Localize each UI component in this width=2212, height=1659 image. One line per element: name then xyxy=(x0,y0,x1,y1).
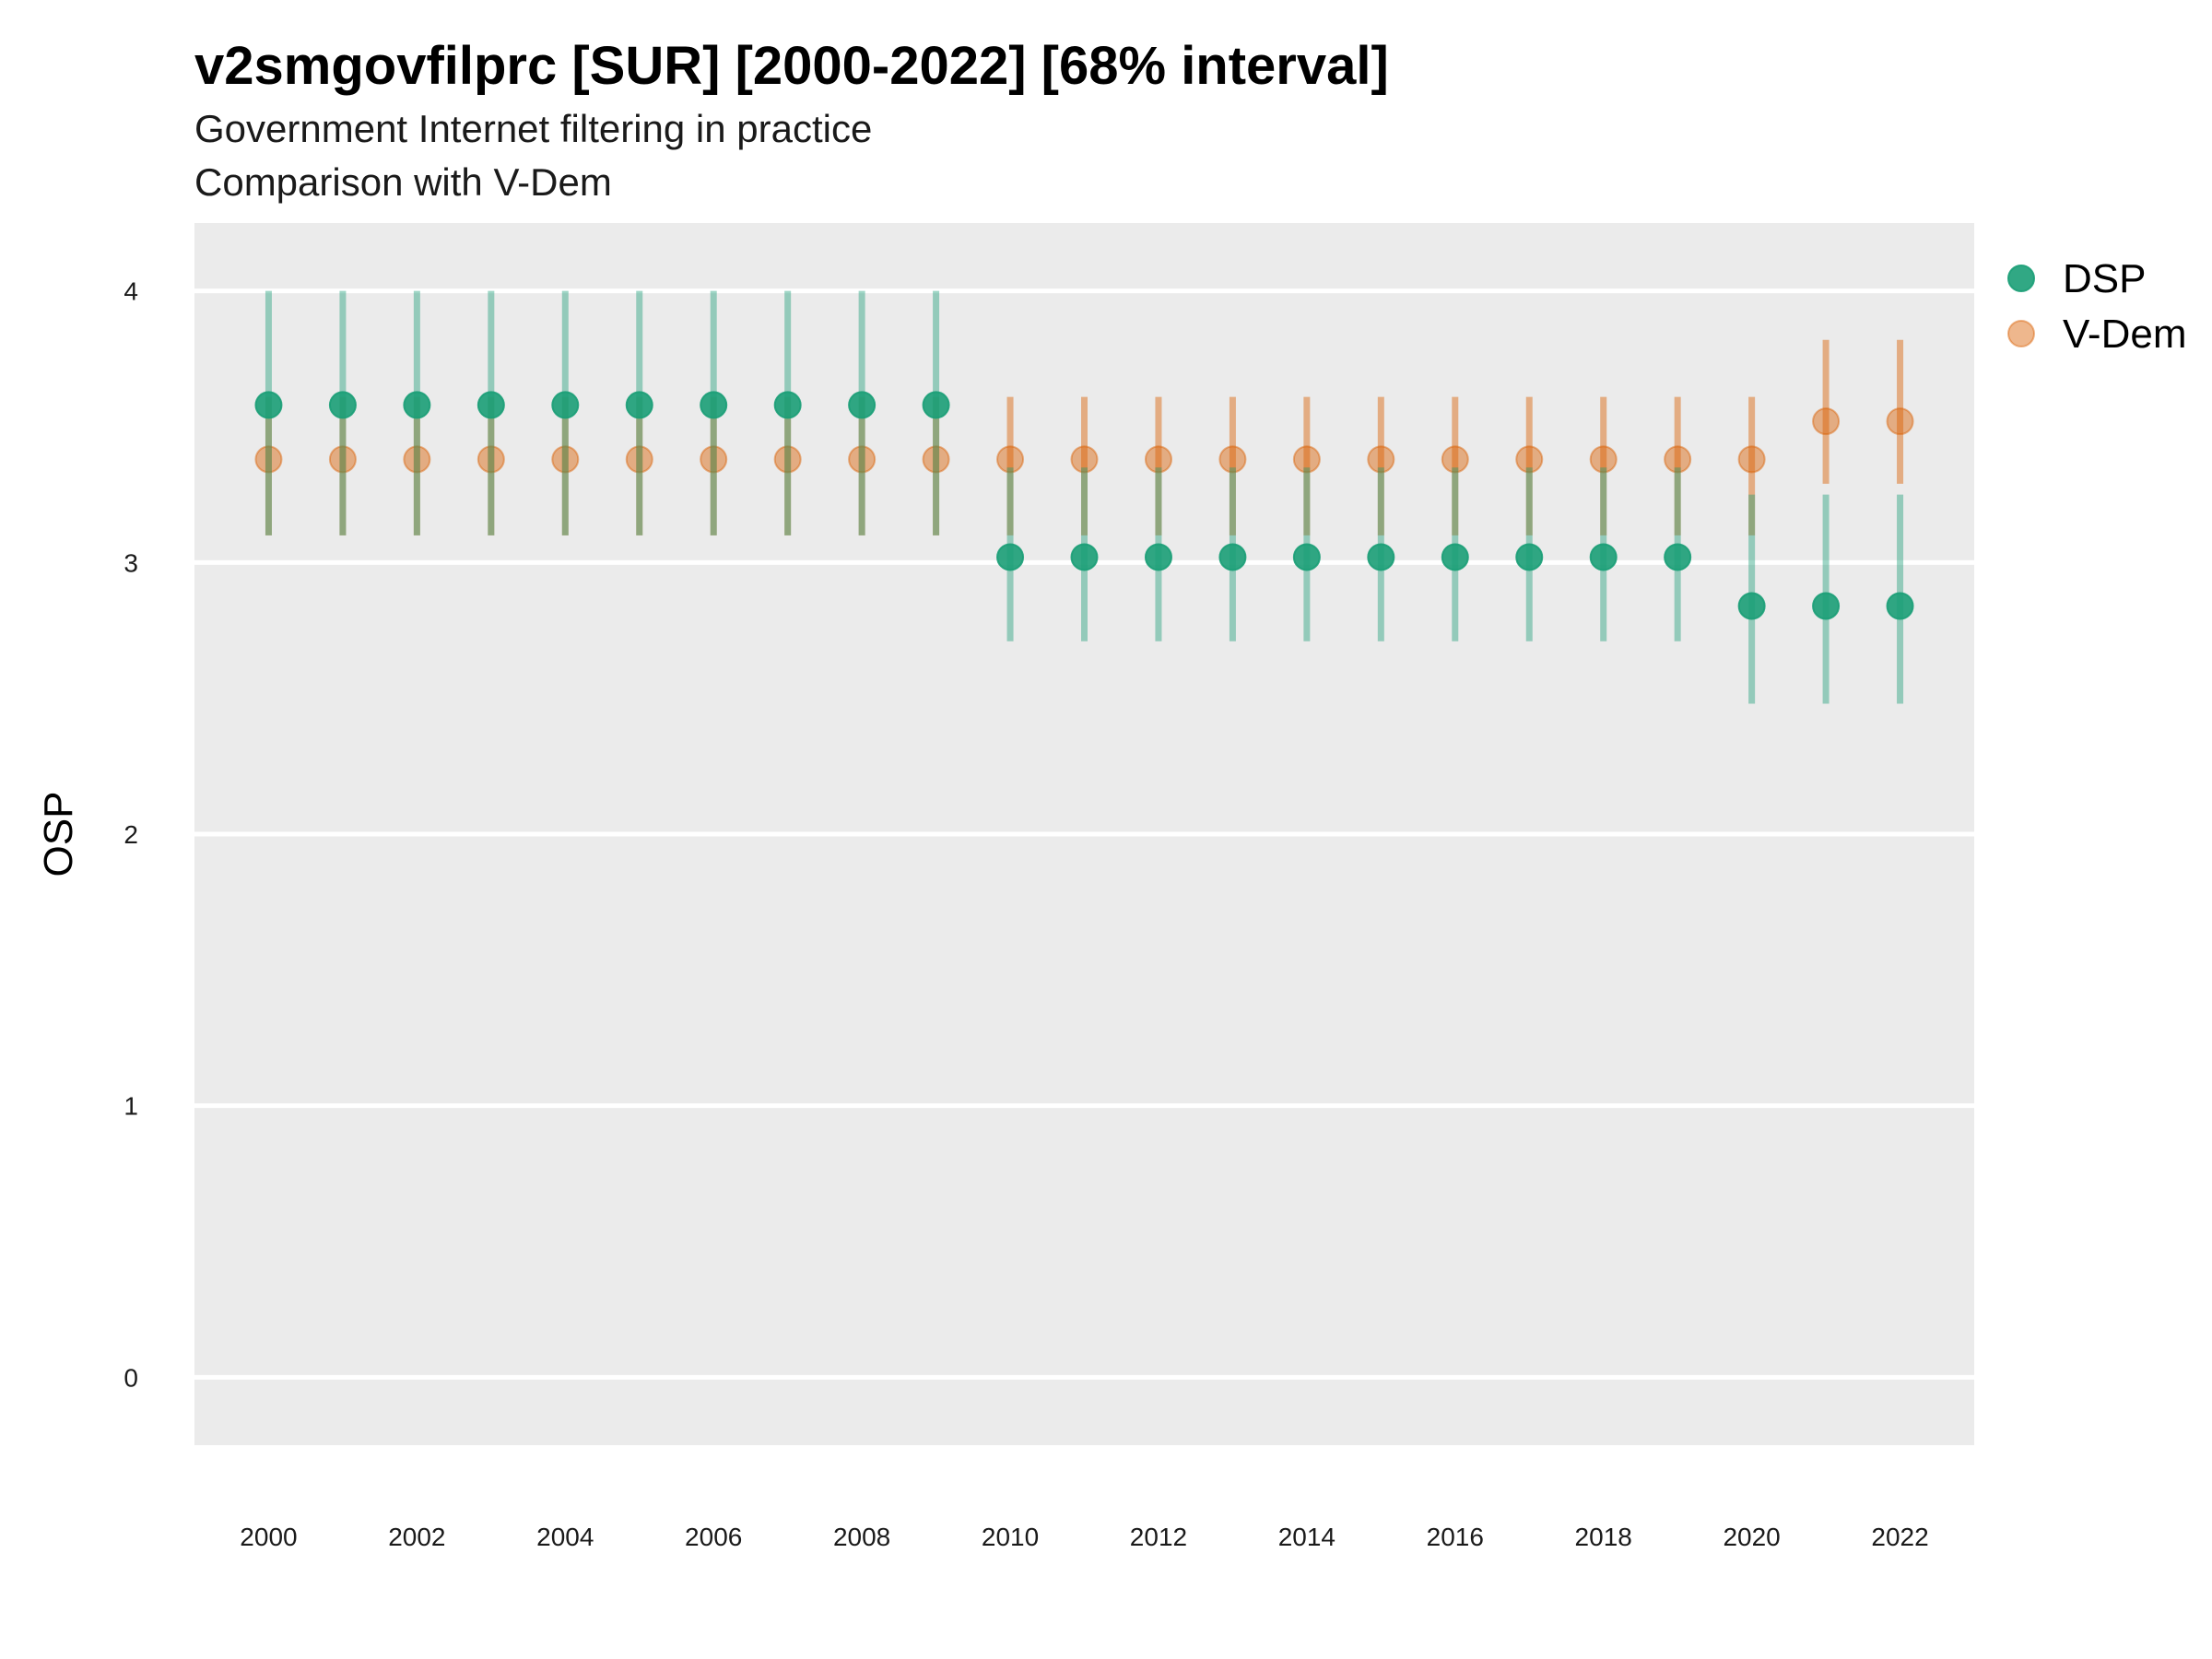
x-tick-label: 2012 xyxy=(1130,1523,1187,1551)
series-dsp xyxy=(254,290,1914,704)
data-point xyxy=(1589,543,1618,571)
data-point xyxy=(625,391,653,419)
y-tick-label: 0 xyxy=(124,1363,138,1392)
data-point xyxy=(996,445,1025,474)
data-point xyxy=(1292,543,1321,571)
data-point xyxy=(1812,407,1841,436)
data-point xyxy=(1367,445,1395,474)
x-tick-label: 2000 xyxy=(240,1523,297,1551)
data-point xyxy=(1515,445,1544,474)
legend-swatch xyxy=(2007,265,2035,292)
data-point xyxy=(1218,543,1247,571)
data-point xyxy=(1664,543,1692,571)
chart-caption: Comparison with V-Dem xyxy=(194,160,612,204)
data-point xyxy=(773,445,802,474)
data-point xyxy=(1441,445,1469,474)
legend: DSP V-Dem xyxy=(2007,256,2186,357)
data-point xyxy=(403,391,431,419)
legend-label: V-Dem xyxy=(2063,312,2186,357)
data-point xyxy=(1812,592,1841,620)
data-point xyxy=(922,445,950,474)
data-point xyxy=(551,391,580,419)
y-tick-label: 1 xyxy=(124,1092,138,1121)
data-point xyxy=(551,445,580,474)
data-point xyxy=(625,445,653,474)
data-point xyxy=(1886,407,1914,436)
data-point xyxy=(700,445,728,474)
data-point xyxy=(1589,445,1618,474)
y-tick-labels: 0 1 2 3 4 xyxy=(124,277,138,1393)
y-tick-label: 3 xyxy=(124,548,138,577)
data-point xyxy=(403,445,431,474)
x-tick-label: 2022 xyxy=(1871,1523,1928,1551)
data-point xyxy=(1292,445,1321,474)
data-point xyxy=(922,391,950,419)
data-point xyxy=(1886,592,1914,620)
y-tick-label: 4 xyxy=(124,277,138,306)
x-tick-label: 2018 xyxy=(1575,1523,1632,1551)
data-point xyxy=(1664,445,1692,474)
data-point xyxy=(328,445,357,474)
data-point xyxy=(1515,543,1544,571)
series-v-dem xyxy=(254,339,1914,535)
legend-label: DSP xyxy=(2063,256,2146,301)
data-point xyxy=(1367,543,1395,571)
data-point xyxy=(1218,445,1247,474)
series-layer xyxy=(254,290,1914,704)
data-point xyxy=(1737,592,1766,620)
x-tick-label: 2016 xyxy=(1427,1523,1484,1551)
data-point xyxy=(1070,445,1099,474)
data-point xyxy=(848,391,877,419)
chart-title: v2smgovfilprc [SUR] [2000-2022] [68% int… xyxy=(194,36,1389,96)
data-point xyxy=(996,543,1025,571)
x-tick-label: 2014 xyxy=(1278,1523,1335,1551)
data-point xyxy=(1144,543,1172,571)
legend-swatch xyxy=(2007,320,2035,347)
data-point xyxy=(328,391,357,419)
x-tick-label: 2010 xyxy=(982,1523,1039,1551)
data-point xyxy=(1144,445,1172,474)
x-tick-label: 2020 xyxy=(1723,1523,1780,1551)
x-tick-label: 2008 xyxy=(833,1523,890,1551)
data-point xyxy=(773,391,802,419)
data-point xyxy=(700,391,728,419)
data-point xyxy=(254,445,283,474)
data-point xyxy=(848,445,877,474)
data-point xyxy=(254,391,283,419)
y-axis-label: OSP xyxy=(36,792,81,877)
data-point xyxy=(1070,543,1099,571)
x-tick-labels: 2000 2002 2004 2006 2008 2010 2012 2014 2016 2018… xyxy=(240,1523,1928,1551)
data-point xyxy=(477,391,505,419)
x-tick-label: 2006 xyxy=(685,1523,742,1551)
data-point xyxy=(1737,445,1766,474)
chart-subtitle: Government Internet filtering in practic… xyxy=(194,107,873,150)
data-point xyxy=(1441,543,1469,571)
x-tick-label: 2004 xyxy=(536,1523,594,1551)
data-point xyxy=(477,445,505,474)
y-tick-label: 2 xyxy=(124,820,138,849)
x-tick-label: 2002 xyxy=(388,1523,445,1551)
